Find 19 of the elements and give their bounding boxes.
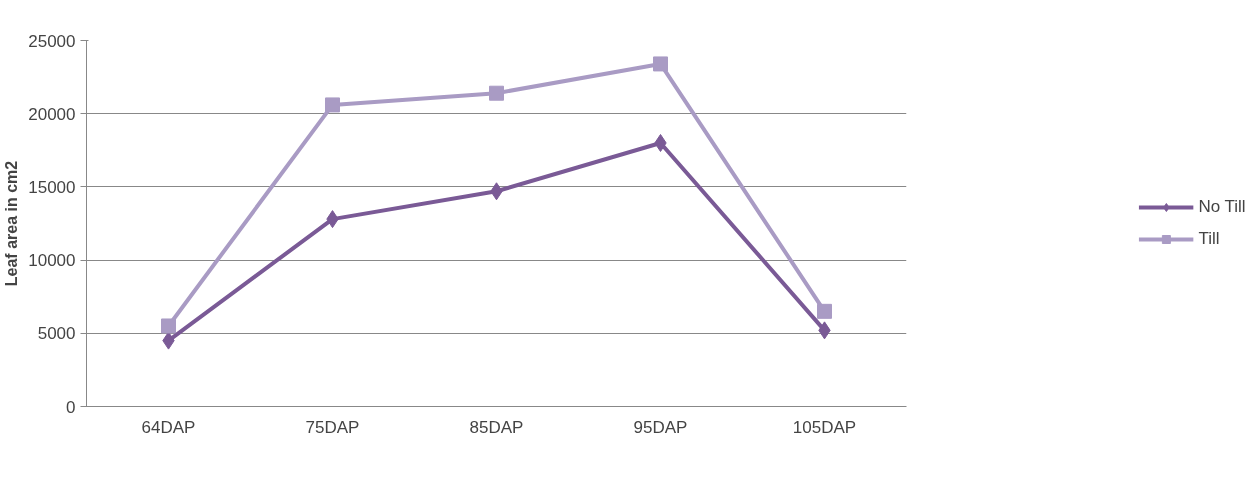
x-tick-label: 105DAP <box>792 417 857 437</box>
legend-label: Till <box>1198 229 1220 249</box>
x-tick-label: 64DAP <box>141 417 196 437</box>
x-tick-label: 85DAP <box>469 417 524 437</box>
point <box>325 97 340 113</box>
point <box>161 318 176 334</box>
y-tick-label: 25000 <box>28 31 76 51</box>
point <box>489 85 504 101</box>
point <box>653 56 668 72</box>
y-tick-label: 20000 <box>28 104 76 124</box>
y-tick-label: 0 <box>66 397 76 417</box>
y-axis-title: Leaf area in cm2 <box>3 160 21 287</box>
point <box>817 303 832 319</box>
x-tick-label: 75DAP <box>305 417 360 437</box>
x-tick-label: 95DAP <box>633 417 688 437</box>
y-tick-label: 10000 <box>28 251 76 271</box>
y-tick-label: 5000 <box>37 324 76 344</box>
legend-label: No Till <box>1198 197 1246 217</box>
y-tick-label: 15000 <box>28 177 76 197</box>
